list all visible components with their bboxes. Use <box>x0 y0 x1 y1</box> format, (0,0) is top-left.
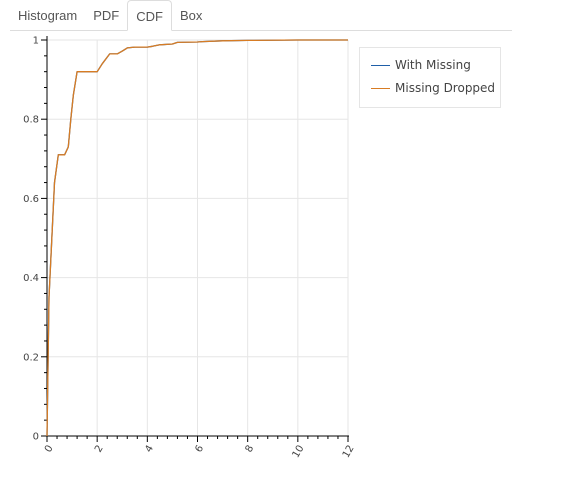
tab-bar: Histogram PDF CDF Box <box>10 0 512 31</box>
y-tick-label: 1 <box>33 36 39 47</box>
x-tick-label: 2 <box>93 444 106 455</box>
grid <box>46 39 349 437</box>
tab-pdf[interactable]: PDF <box>93 8 120 23</box>
x-tick-label: 0 <box>43 444 56 455</box>
y-tick-label: 0.4 <box>23 273 39 284</box>
tab-box[interactable]: Box <box>179 8 203 23</box>
legend-item-with-missing[interactable]: With Missing <box>360 56 500 76</box>
legend: With Missing Missing Dropped <box>359 47 501 108</box>
tab-histogram[interactable]: Histogram <box>18 8 78 23</box>
legend-label-missing-dropped: Missing Dropped <box>395 81 496 95</box>
legend-swatch-with-missing <box>371 65 390 66</box>
series-lines <box>46 39 348 437</box>
legend-label-with-missing: With Missing <box>395 58 471 72</box>
y-tick-label: 0.6 <box>23 194 39 205</box>
x-tick-label: 8 <box>244 444 257 455</box>
y-tick-label: 0.2 <box>23 352 39 363</box>
axes <box>41 36 349 442</box>
y-tick-label: 0 <box>33 432 39 443</box>
y-tick-label: 0.8 <box>23 115 39 126</box>
legend-swatch-missing-dropped <box>371 88 390 89</box>
series-line-missing-dropped <box>46 39 348 437</box>
tab-cdf[interactable]: CDF <box>127 0 172 31</box>
x-tick-label: 6 <box>193 444 206 455</box>
legend-item-missing-dropped[interactable]: Missing Dropped <box>360 79 500 99</box>
x-tick-label: 10 <box>291 444 307 461</box>
x-tick-label: 12 <box>341 444 357 461</box>
x-tick-label: 4 <box>143 444 156 455</box>
